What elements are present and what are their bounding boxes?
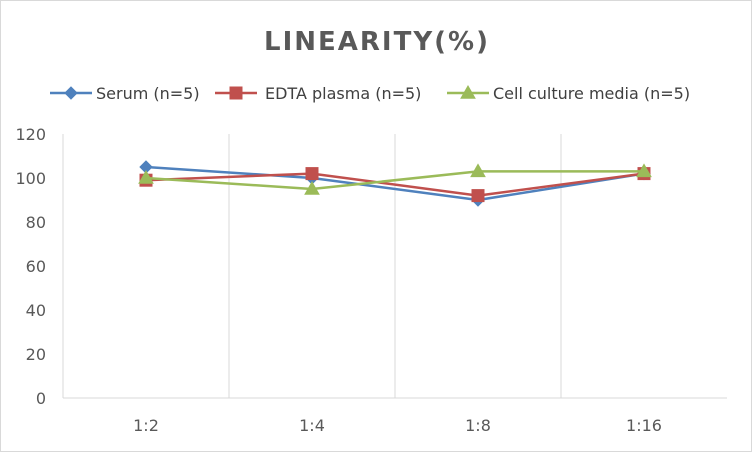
axes bbox=[62, 134, 727, 399]
y-tick-label: 120 bbox=[15, 125, 46, 144]
series-layer bbox=[138, 160, 652, 207]
y-tick-label: 100 bbox=[15, 169, 46, 188]
x-tick-label: 1:2 bbox=[133, 416, 159, 435]
y-tick-label: 40 bbox=[26, 301, 46, 320]
y-tick-label: 60 bbox=[26, 257, 46, 276]
x-axis-ticks: 1:2 1:4 1:8 1:16 bbox=[133, 416, 662, 435]
legend-label: Serum (n=5) bbox=[96, 84, 200, 103]
data-point bbox=[138, 169, 154, 184]
series-line bbox=[145, 172, 645, 197]
y-tick-label: 80 bbox=[26, 213, 46, 232]
legend-item: Serum (n=5) bbox=[50, 84, 200, 103]
chart-title: LINEARITY(%) bbox=[264, 27, 490, 57]
gridlines bbox=[228, 134, 562, 398]
data-point bbox=[636, 163, 652, 178]
y-tick-label: 0 bbox=[36, 389, 46, 408]
legend-marker bbox=[64, 86, 78, 100]
data-point bbox=[471, 189, 485, 203]
series-group bbox=[138, 163, 652, 195]
x-tick-label: 1:8 bbox=[465, 416, 491, 435]
legend: Serum (n=5) EDTA plasma (n=5) Cell culture… bbox=[50, 84, 690, 103]
data-point bbox=[305, 167, 319, 181]
y-axis-ticks: 0 20 40 60 80 100 120 bbox=[15, 125, 46, 408]
x-tick-label: 1:4 bbox=[299, 416, 325, 435]
data-point bbox=[470, 163, 486, 178]
legend-marker bbox=[229, 86, 243, 100]
legend-marker bbox=[460, 84, 476, 99]
legend-item: EDTA plasma (n=5) bbox=[215, 84, 421, 103]
legend-label: EDTA plasma (n=5) bbox=[265, 84, 421, 103]
legend-item: Cell culture media (n=5) bbox=[447, 84, 690, 103]
legend-label: Cell culture media (n=5) bbox=[493, 84, 690, 103]
series-line bbox=[145, 170, 644, 191]
x-tick-label: 1:16 bbox=[626, 416, 662, 435]
data-point bbox=[304, 180, 320, 195]
y-tick-label: 20 bbox=[26, 345, 46, 364]
series-line bbox=[145, 165, 645, 202]
